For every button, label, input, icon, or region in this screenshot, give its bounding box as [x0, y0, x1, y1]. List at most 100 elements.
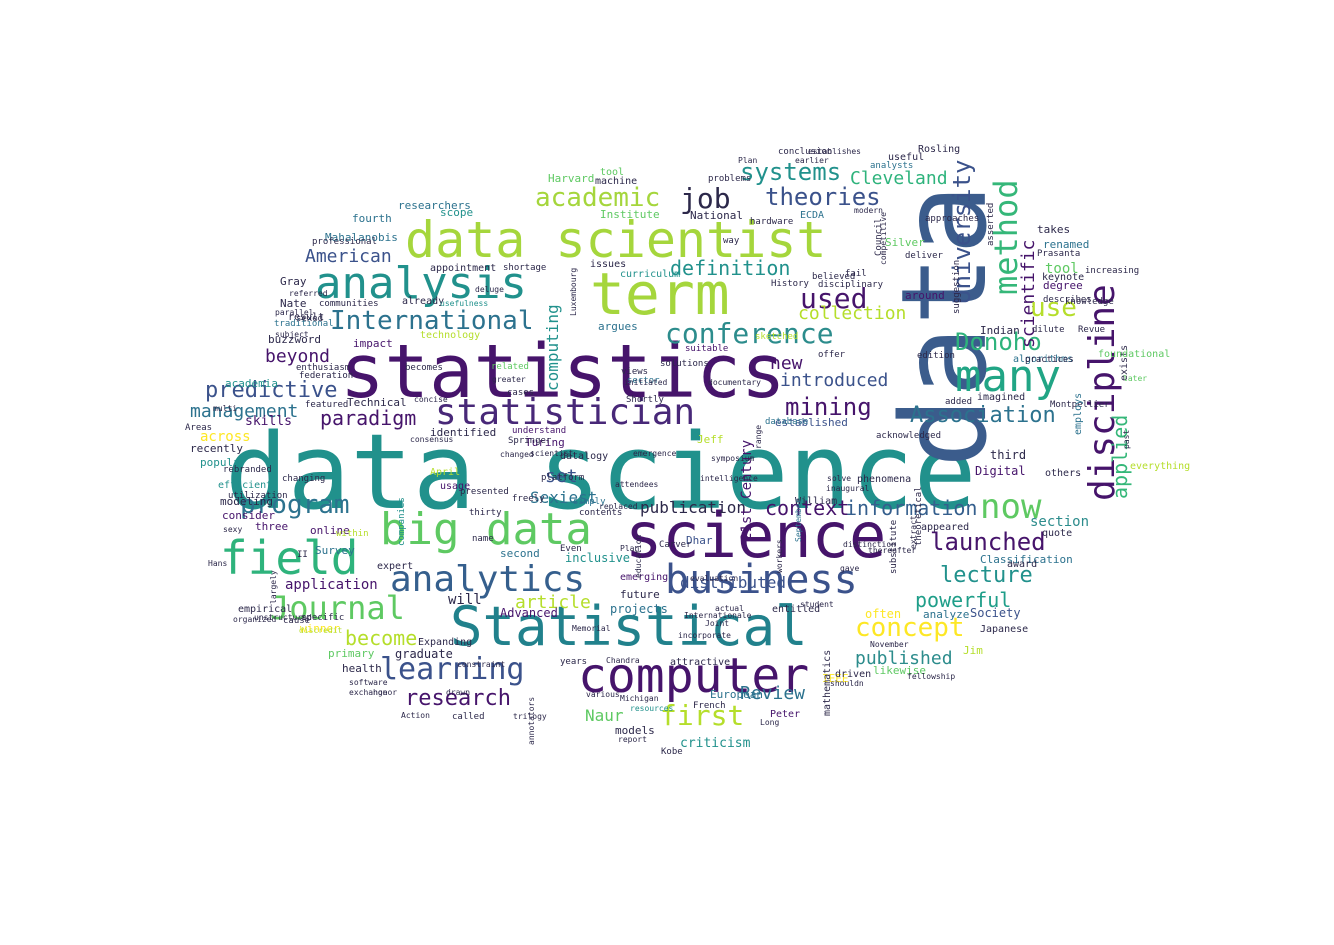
word-collection: collection	[798, 303, 907, 324]
word-management: management	[190, 401, 299, 422]
word-sketched: sketched	[755, 332, 799, 342]
word-related: related	[491, 362, 529, 372]
word-term: term	[590, 260, 730, 328]
word-nate: Nate	[280, 297, 307, 310]
word-believed: believed	[812, 272, 856, 282]
word-fourth: fourth	[352, 212, 392, 225]
word-analyze: analyze	[923, 608, 970, 621]
word-international: International	[330, 306, 534, 336]
word-national: National	[690, 209, 743, 222]
word-largely: largely	[269, 569, 278, 604]
word-evaluation: evaluation	[690, 574, 739, 583]
word-deluge: deluge	[475, 285, 504, 294]
word-revue: Revue	[1078, 325, 1106, 335]
word-curriculum: curriculum	[620, 269, 681, 280]
word-new: new	[770, 353, 803, 374]
word-drawn: drawn	[446, 688, 471, 697]
word-student: student	[800, 600, 834, 609]
word-jim: Jim	[963, 644, 983, 657]
word-fellowship: fellowship	[907, 672, 956, 681]
word-first: first	[660, 699, 745, 732]
word-association: Association	[910, 403, 1056, 428]
word-disciplinary: disciplinary	[818, 280, 884, 290]
word-use: use	[1030, 293, 1077, 323]
word-business: business	[665, 557, 858, 603]
word-imagined: imagined	[977, 392, 1026, 403]
word-sector: sector	[627, 376, 660, 386]
word-quote: quote	[1042, 528, 1073, 539]
word-establishes: establishes	[808, 147, 861, 156]
word-federation: federation	[299, 371, 354, 381]
word-thirty: thirty	[469, 508, 502, 518]
word-rosling: Rosling	[918, 144, 961, 155]
word-likewise: likewise	[873, 664, 926, 677]
word-third: third	[990, 448, 1027, 462]
word-utilization: utilization	[228, 491, 288, 501]
word-published: published	[855, 648, 953, 669]
word-modern: modern	[854, 206, 883, 215]
word-scientist: scientist	[530, 449, 574, 458]
word-foundational: foundational	[1098, 349, 1171, 360]
word-japanese: Japanese	[980, 624, 1029, 635]
word-internationale: Internationale	[684, 611, 752, 620]
word-phenomena: phenomena	[857, 474, 912, 485]
word-inclusive: inclusive	[565, 551, 631, 565]
word-indian: Indian	[980, 324, 1020, 337]
word-everything: everything	[1130, 461, 1191, 472]
word-unstructured: unstructured	[254, 613, 312, 622]
word-practices: practices	[1025, 355, 1074, 365]
word-tool: tool	[1045, 261, 1079, 277]
word-online: online	[310, 524, 350, 537]
word-within: within	[336, 529, 369, 539]
word-digital: Digital	[975, 464, 1026, 478]
word-analytics: analytics	[390, 559, 586, 600]
word-degree: degree	[1043, 279, 1083, 292]
word-across: across	[200, 429, 251, 445]
word-report: report	[618, 735, 647, 744]
word-beyond: beyond	[265, 346, 331, 367]
word-analysis: analysis	[315, 258, 527, 309]
word-increasing: increasing	[1085, 266, 1140, 276]
word-impact: impact	[353, 337, 393, 350]
word-hans: Hans	[208, 559, 228, 568]
word-analysts: analysts	[870, 161, 914, 171]
word-issues: issues	[590, 259, 627, 270]
word-powerful: powerful	[915, 588, 1012, 612]
word-shortage: shortage	[503, 263, 547, 273]
word-luxembourg: Luxembourg	[569, 267, 578, 316]
word-survey: Survey	[315, 544, 355, 557]
word-second: second	[500, 547, 540, 560]
word-concise: concise	[414, 395, 448, 404]
word-argues: argues	[598, 320, 638, 333]
word-statistics: statistics	[340, 329, 786, 415]
word-enthusiasm: enthusiasm	[296, 363, 351, 373]
word-resources: resources	[630, 704, 674, 713]
word-added: added	[945, 397, 973, 407]
word-publication: publication	[640, 498, 746, 517]
word-called: called	[452, 712, 485, 722]
word-platform: platform	[541, 473, 585, 483]
word-acknowledged: acknowledged	[876, 431, 942, 441]
word-research: research	[405, 686, 511, 711]
word-entitled: entitled	[772, 604, 821, 615]
word-michigan: Michigan	[620, 694, 659, 703]
word-replaced: replaced	[599, 502, 638, 511]
word-machine: machine	[595, 176, 638, 187]
word-multi: multi	[213, 404, 238, 413]
word-academic: academic	[535, 183, 661, 213]
word-plan: Plan	[620, 544, 640, 553]
word-becomes: becomes	[405, 363, 443, 373]
word-edition: edition	[917, 351, 955, 361]
word-others: others	[1045, 468, 1082, 479]
word-software: software	[349, 678, 388, 687]
word-established: established	[775, 416, 848, 429]
word-sexiest: Sexiest	[530, 488, 598, 507]
word-kobe: Kobe	[661, 747, 683, 757]
word-mahalanobis: Mahalanobis	[325, 231, 398, 244]
word-actual: actual	[715, 604, 744, 613]
word-statistician: statistician	[435, 392, 696, 433]
word-conference: conference	[665, 317, 834, 350]
word-intelligence: intelligence	[700, 474, 758, 483]
word-ecda: ECDA	[800, 210, 825, 221]
word-renamed: renamed	[1043, 238, 1090, 251]
